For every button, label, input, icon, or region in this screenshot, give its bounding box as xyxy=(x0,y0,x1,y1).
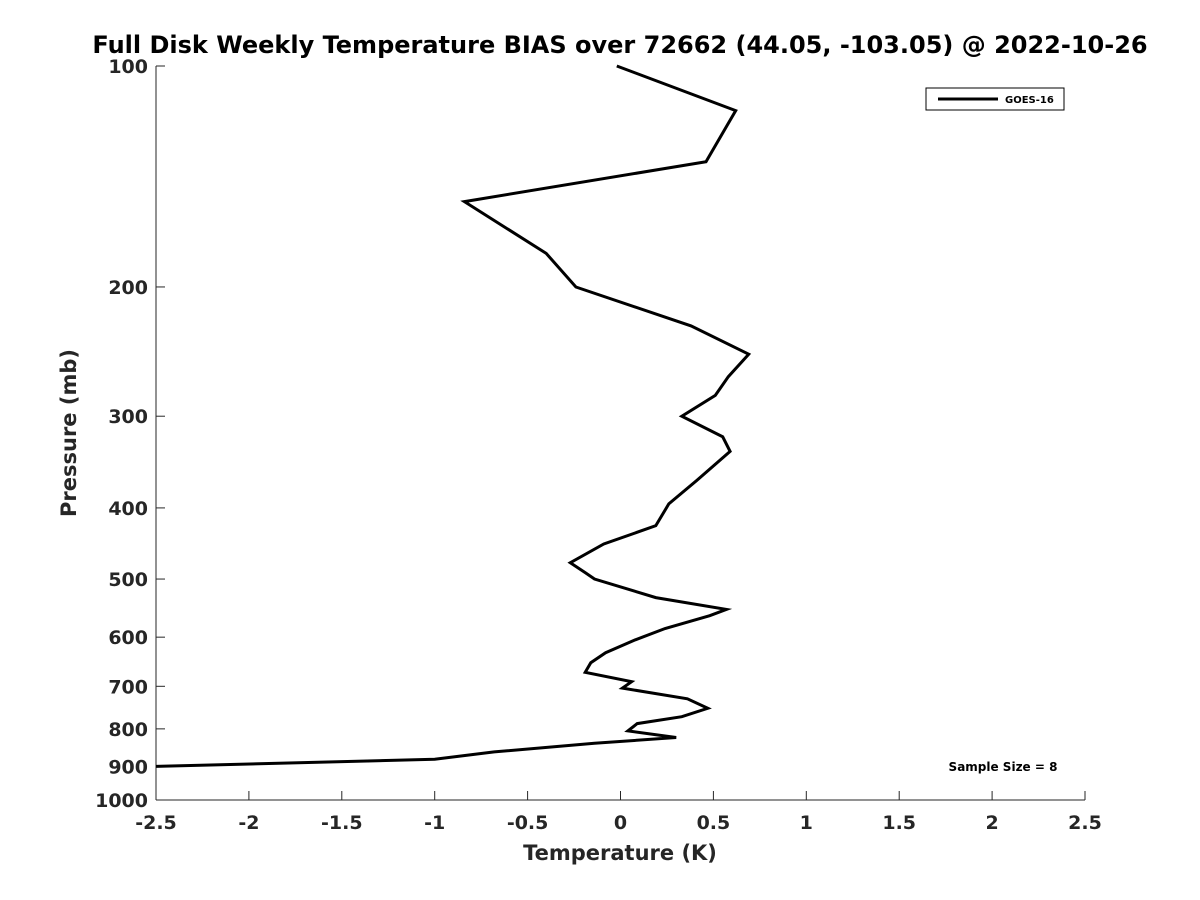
x-tick-label: -2 xyxy=(238,812,259,834)
y-ticks: 100 200 300 400 500 600 700 800 900 1000 xyxy=(95,56,165,812)
x-tick-label: 2.5 xyxy=(1068,812,1102,834)
y-tick-label: 300 xyxy=(108,406,148,428)
legend-label-goes-16: GOES-16 xyxy=(1005,95,1054,106)
y-tick-label: 600 xyxy=(108,627,148,649)
x-tick-label: 0 xyxy=(614,812,627,834)
x-tick-label: 1.5 xyxy=(882,812,916,834)
y-tick-label: 900 xyxy=(108,756,148,778)
series-line-goes-16 xyxy=(155,64,752,768)
y-tick-label: 400 xyxy=(108,498,148,520)
y-tick-label: 700 xyxy=(108,676,148,698)
x-ticks: -2.5 -2 -1.5 -1 -0.5 0 0.5 1 1.5 2 2.5 xyxy=(135,791,1102,834)
x-tick-label: 1 xyxy=(800,812,813,834)
x-tick-label: -2.5 xyxy=(135,812,177,834)
x-tick-label: 0.5 xyxy=(697,812,731,834)
legend: GOES-16 xyxy=(925,87,1065,111)
x-tick-label: -0.5 xyxy=(507,812,549,834)
x-axis-label: Temperature (K) xyxy=(523,841,717,865)
y-tick-label: 800 xyxy=(108,719,148,741)
y-tick-label: 100 xyxy=(108,56,148,78)
y-tick-label: 200 xyxy=(108,277,148,299)
x-tick-label: -1 xyxy=(424,812,445,834)
y-tick-label: 1000 xyxy=(95,790,148,812)
chart-title: Full Disk Weekly Temperature BIAS over 7… xyxy=(92,31,1147,59)
x-tick-label: -1.5 xyxy=(321,812,363,834)
sample-size-annotation: Sample Size = 8 xyxy=(949,760,1058,774)
y-axis-label: Pressure (mb) xyxy=(57,349,81,517)
y-tick-label: 500 xyxy=(108,569,148,591)
x-tick-label: 2 xyxy=(985,812,998,834)
plot-area: -2.5 -2 -1.5 -1 -0.5 0 0.5 1 1.5 2 2.5 100 200 300 40… xyxy=(95,56,1102,834)
